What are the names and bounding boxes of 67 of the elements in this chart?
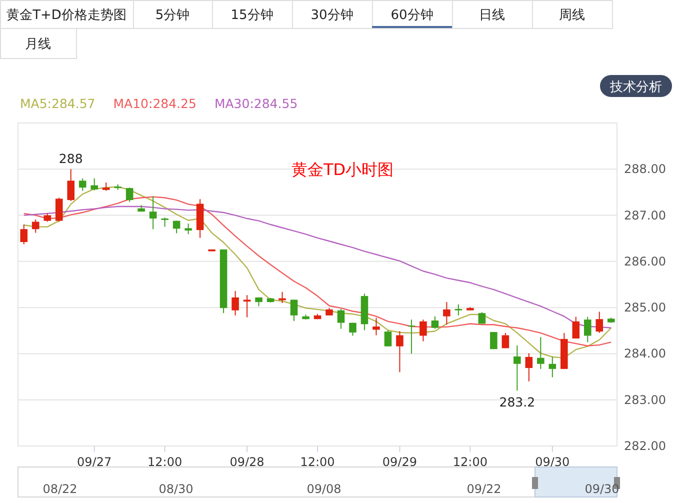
candlestick: [90, 178, 98, 191]
candlestick: [525, 352, 533, 382]
candlestick: [161, 217, 168, 228]
text: 日线: [479, 8, 505, 23]
y-tick-label: 288.00: [624, 162, 666, 176]
y-tick-label: 285.00: [624, 300, 666, 315]
candlestick: [596, 311, 604, 334]
candlestick: [149, 196, 157, 230]
text: 09/30: [584, 482, 620, 496]
candlestick: [337, 308, 345, 330]
text: 月线: [25, 37, 51, 52]
candlestick: [396, 330, 404, 373]
text: 09/22: [466, 482, 502, 496]
text: 60分钟: [390, 8, 434, 23]
text: 15分钟: [230, 8, 274, 23]
candlestick: [384, 330, 392, 347]
text: 30分钟: [310, 8, 354, 23]
candlestick: [584, 316, 592, 343]
text: 09/08: [306, 482, 342, 496]
candlestick: [290, 299, 298, 322]
text: 黄金TD小时图: [291, 160, 394, 179]
candlestick: [32, 218, 40, 234]
candlestick: [172, 220, 180, 234]
x-tick-label: 09/30: [535, 455, 570, 469]
candlestick: [420, 319, 427, 342]
x-tick-label: 09/27: [77, 455, 112, 469]
candlestick: [349, 322, 356, 336]
candlestick: [431, 316, 439, 330]
candlestick: [502, 332, 510, 349]
candlestick: [572, 316, 580, 339]
candlestick: [548, 356, 556, 378]
text: 周线: [559, 8, 585, 23]
x-tick-label: 09/28: [230, 455, 264, 469]
candlestick: [67, 168, 74, 202]
candlestick: [408, 319, 416, 354]
text: MA30:284.55: [214, 96, 298, 111]
candlestick: [454, 304, 462, 316]
y-tick-label: 282.00: [624, 439, 666, 453]
candlestick: [232, 290, 239, 316]
text: 08/22: [42, 482, 78, 496]
candlestick: [55, 197, 63, 222]
candlestick: [443, 302, 450, 326]
y-tick-label: 283.00: [624, 392, 666, 407]
x-tick-label: 12:00: [300, 455, 335, 469]
candlestick: [20, 224, 28, 245]
candlestick: [537, 336, 544, 370]
y-tick-label: 287.00: [624, 208, 666, 222]
candlestick: [243, 294, 251, 318]
candlestick: [126, 187, 134, 202]
text: 黄金T+D价格走势图: [6, 8, 126, 23]
text: 技术分析: [609, 80, 662, 95]
text: 5分钟: [155, 8, 190, 23]
text: MA10:284.25: [113, 96, 196, 111]
candlestick: [372, 317, 380, 336]
annotation: 288: [58, 151, 83, 166]
candlestick: [184, 223, 192, 235]
x-tick-label: 12:00: [148, 455, 182, 469]
candlestick: [490, 332, 498, 350]
text: 08/30: [158, 482, 194, 496]
x-tick-label: 09/29: [382, 455, 418, 469]
x-tick-label: 12:00: [452, 455, 488, 469]
candlestick: [78, 178, 86, 192]
candlestick: [514, 344, 521, 392]
text: MA5:284.57: [20, 96, 96, 111]
y-tick-label: 286.00: [624, 254, 666, 268]
y-tick-label: 284.00: [624, 346, 666, 361]
annotation: 283.2: [499, 394, 536, 410]
